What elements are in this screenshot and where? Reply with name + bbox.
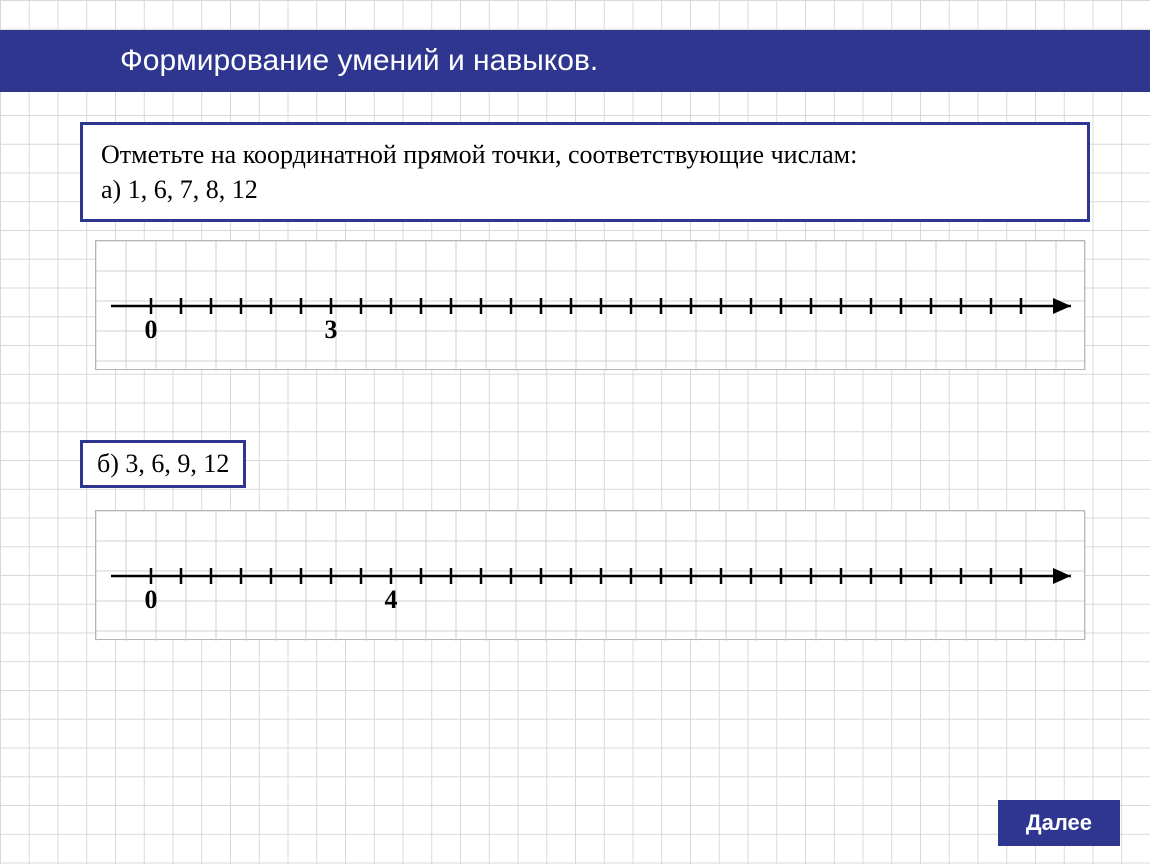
next-button[interactable]: Далее — [998, 800, 1120, 846]
number-line-svg: 04 — [96, 511, 1086, 641]
next-button-label: Далее — [1026, 810, 1092, 835]
number-line-a: 03 — [95, 240, 1085, 370]
axis-label: 0 — [145, 585, 158, 614]
task-line-1: Отметьте на координатной прямой точки, с… — [101, 137, 1069, 172]
part-b-label-box: б) 3, 6, 9, 12 — [80, 440, 246, 488]
title-bar: Формирование умений и навыков. — [0, 30, 1150, 92]
axis-label: 0 — [145, 315, 158, 344]
title-text: Формирование умений и навыков. — [120, 44, 598, 77]
part-b-label: б) 3, 6, 9, 12 — [97, 449, 229, 478]
axis-label: 4 — [385, 585, 398, 614]
number-line-b: 04 — [95, 510, 1085, 640]
task-line-2: а) 1, 6, 7, 8, 12 — [101, 172, 1069, 207]
task-box: Отметьте на координатной прямой точки, с… — [80, 122, 1090, 222]
axis-label: 3 — [325, 315, 338, 344]
number-line-svg: 03 — [96, 241, 1086, 371]
